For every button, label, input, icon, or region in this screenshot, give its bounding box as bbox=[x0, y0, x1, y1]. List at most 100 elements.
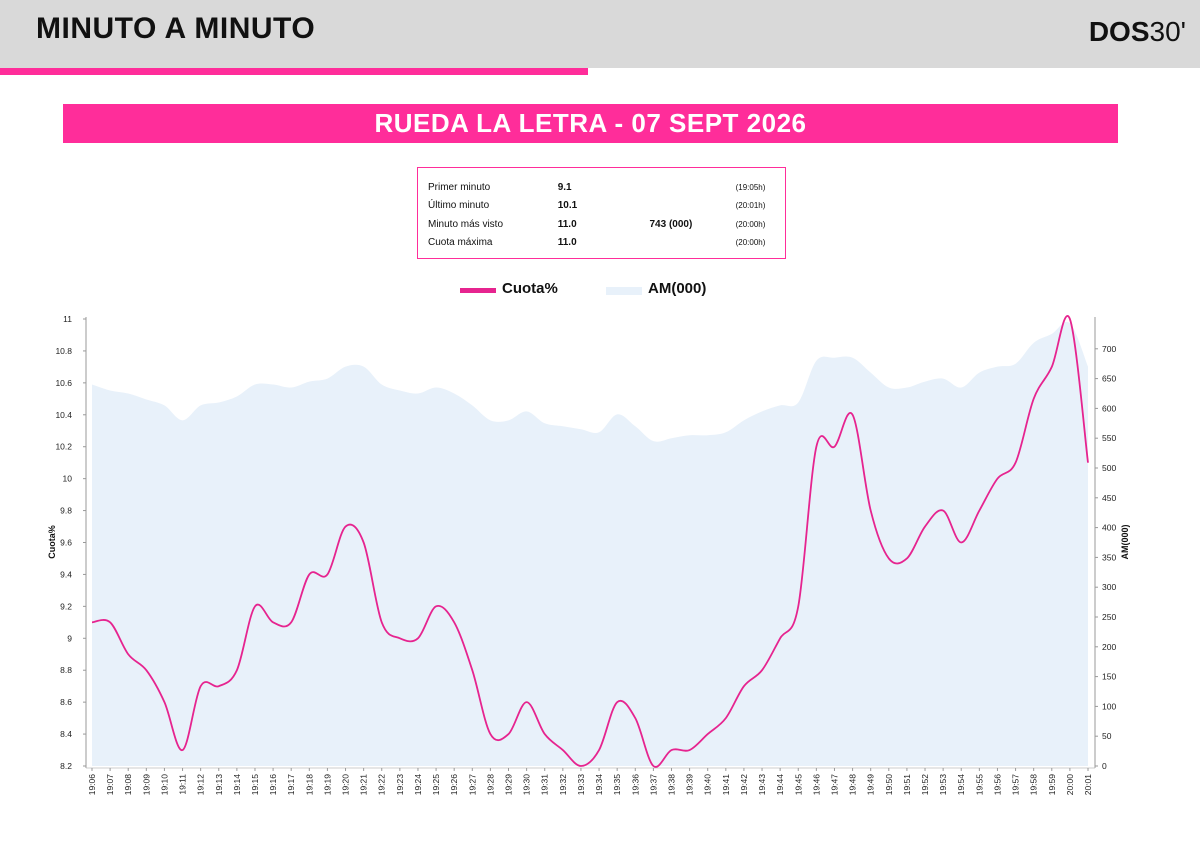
x-tick-label: 19:59 bbox=[1047, 774, 1057, 796]
stat-time: (19:05h) bbox=[735, 182, 766, 192]
x-tick-label: 19:26 bbox=[449, 774, 459, 796]
stat-time: (20:01h) bbox=[735, 201, 766, 211]
x-tick-label: 19:34 bbox=[594, 774, 604, 796]
x-tick-label: 19:30 bbox=[522, 774, 532, 796]
y2-tick-label: 500 bbox=[1102, 463, 1116, 473]
y2-tick-label: 50 bbox=[1102, 731, 1112, 741]
x-tick-label: 19:47 bbox=[829, 774, 839, 796]
y-tick-label: 10 bbox=[63, 474, 73, 484]
y2-tick-label: 150 bbox=[1102, 672, 1116, 682]
y2-tick-label: 650 bbox=[1102, 374, 1116, 384]
y-tick-label: 8.2 bbox=[60, 761, 72, 771]
series-line-cuota bbox=[91, 315, 1089, 768]
stat-value: 9.1 bbox=[557, 181, 572, 193]
x-tick-label: 19:15 bbox=[250, 774, 260, 796]
x-tick-label: 19:20 bbox=[341, 774, 351, 796]
stats-table: Primer minuto 9.1 (19:05h) Último minuto 10.… bbox=[428, 178, 785, 252]
x-tick-label: 19:45 bbox=[793, 774, 803, 796]
x-tick-label: 19:13 bbox=[214, 774, 224, 796]
stats-row: Minuto más visto 11.0 743 (000) (20:00h) bbox=[428, 215, 785, 234]
y-tick-label: 10.4 bbox=[55, 410, 72, 420]
x-tick-label: 19:22 bbox=[377, 774, 387, 796]
accent-line bbox=[0, 68, 588, 75]
x-tick-label: 19:07 bbox=[105, 774, 115, 796]
y2-tick-label: 600 bbox=[1102, 403, 1116, 413]
x-tick-label: 19:56 bbox=[992, 774, 1002, 796]
x-tick-label: 19:54 bbox=[956, 774, 966, 796]
y2-axis-label: AM(000) bbox=[1120, 524, 1130, 559]
y2-tick-label: 350 bbox=[1102, 552, 1116, 562]
y2-tick-label: 450 bbox=[1102, 493, 1116, 503]
x-tick-label: 19:36 bbox=[630, 774, 640, 796]
series-area-am bbox=[92, 321, 1088, 766]
y2-tick-label: 550 bbox=[1102, 433, 1116, 443]
y-tick-label: 8.4 bbox=[60, 729, 72, 739]
stat-label: Último minuto bbox=[428, 200, 490, 212]
x-tick-label: 19:11 bbox=[178, 774, 188, 795]
stat-time: (20:00h) bbox=[735, 238, 766, 248]
x-tick-label: 19:19 bbox=[322, 774, 332, 796]
legend-swatch-am bbox=[606, 287, 642, 295]
stat-label: Primer minuto bbox=[428, 181, 491, 193]
x-tick-label: 19:17 bbox=[286, 774, 296, 796]
x-tick-label: 19:23 bbox=[395, 774, 405, 796]
x-tick-label: 19:25 bbox=[431, 774, 441, 796]
program-banner: RUEDA LA LETRA - 07 SEPT 2026 bbox=[63, 104, 1118, 143]
x-tick-label: 19:06 bbox=[87, 774, 97, 796]
y-tick-label: 8.8 bbox=[60, 665, 72, 675]
x-tick-label: 19:57 bbox=[1011, 774, 1021, 796]
stats-row: Último minuto 10.1 (20:01h) bbox=[428, 197, 785, 216]
x-tick-label: 19:31 bbox=[540, 774, 550, 796]
x-tick-label: 19:37 bbox=[648, 774, 658, 796]
logo-light: 30' bbox=[1149, 16, 1187, 47]
y-tick-label: 10.2 bbox=[55, 442, 72, 452]
x-tick-label: 19:08 bbox=[123, 774, 133, 796]
stat-value: 10.1 bbox=[557, 200, 578, 212]
y-tick-label: 8.6 bbox=[60, 697, 72, 707]
stat-value: 11.0 bbox=[557, 218, 577, 230]
stat-audience: 743 (000) bbox=[649, 218, 693, 230]
y2-tick-label: 300 bbox=[1102, 582, 1116, 592]
y-tick-label: 9.8 bbox=[60, 506, 72, 516]
x-tick-label: 19:12 bbox=[196, 774, 206, 796]
x-tick-label: 19:28 bbox=[485, 774, 495, 796]
y-tick-label: 9.2 bbox=[60, 601, 72, 611]
x-tick-label: 19:18 bbox=[304, 774, 314, 796]
x-tick-label: 19:50 bbox=[884, 774, 894, 796]
stat-time: (20:00h) bbox=[735, 219, 766, 229]
x-tick-label: 19:38 bbox=[666, 774, 676, 796]
x-tick-label: 19:52 bbox=[920, 774, 930, 796]
y2-tick-label: 700 bbox=[1102, 344, 1116, 354]
x-tick-label: 19:24 bbox=[413, 774, 423, 796]
x-tick-label: 19:41 bbox=[721, 774, 731, 796]
y-tick-label: 9.4 bbox=[60, 569, 72, 579]
y-tick-label: 11 bbox=[63, 314, 72, 324]
y2-tick-label: 250 bbox=[1102, 612, 1116, 622]
logo-bold: DOS bbox=[1088, 16, 1150, 47]
stats-row: Primer minuto 9.1 (19:05h) bbox=[428, 178, 785, 197]
x-tick-label: 19:51 bbox=[902, 774, 912, 796]
x-tick-label: 19:53 bbox=[938, 774, 948, 796]
x-tick-label: 19:43 bbox=[757, 774, 767, 796]
x-tick-label: 20:01 bbox=[1083, 774, 1093, 796]
x-tick-label: 19:32 bbox=[558, 774, 568, 796]
x-tick-label: 19:49 bbox=[866, 774, 876, 796]
y-tick-label: 9 bbox=[67, 633, 72, 643]
x-tick-label: 19:58 bbox=[1029, 774, 1039, 796]
brand-logo: DOS30' bbox=[1089, 16, 1186, 48]
y2-tick-label: 400 bbox=[1102, 523, 1116, 533]
y-tick-label: 9.6 bbox=[60, 538, 72, 548]
y-tick-label: 10.8 bbox=[55, 346, 72, 356]
y2-tick-label: 0 bbox=[1102, 761, 1107, 771]
y-tick-label: 10.6 bbox=[55, 378, 72, 388]
x-tick-label: 19:16 bbox=[268, 774, 278, 796]
stat-value: 11.0 bbox=[557, 237, 577, 249]
page-title: MINUTO A MINUTO bbox=[36, 12, 316, 45]
x-tick-label: 19:46 bbox=[811, 774, 821, 796]
x-tick-label: 19:44 bbox=[775, 774, 785, 796]
stat-label: Cuota máxima bbox=[428, 237, 493, 249]
x-tick-label: 19:09 bbox=[141, 774, 151, 796]
x-tick-label: 19:27 bbox=[467, 774, 477, 796]
legend-swatch-cuota bbox=[460, 288, 496, 293]
